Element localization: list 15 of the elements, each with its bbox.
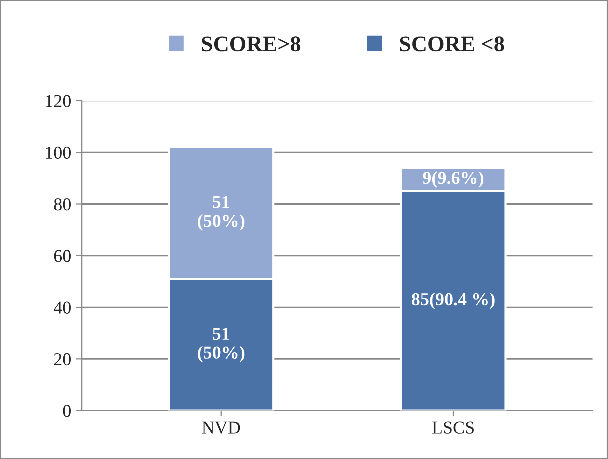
- y-tick-label: 20: [54, 353, 71, 366]
- y-tick-label: 120: [46, 95, 71, 108]
- x-tick-label: NVD: [202, 422, 240, 434]
- y-tick-label: 100: [46, 146, 71, 160]
- y-tick-label: 0: [63, 405, 71, 418]
- legend-label: SCORE <8: [400, 36, 504, 52]
- data-label: 85(90.4 %): [412, 292, 495, 310]
- data-label: 51 (50%): [198, 196, 245, 231]
- legend-label: SCORE>8: [202, 36, 301, 52]
- y-tick-label: 60: [54, 250, 71, 262]
- data-label: 9(9.6%): [423, 172, 484, 188]
- y-tick-label: 80: [54, 198, 71, 211]
- y-tick-label: 40: [54, 302, 71, 314]
- data-label: 51 (50%): [198, 328, 245, 363]
- x-tick-label: LSCS: [432, 422, 474, 434]
